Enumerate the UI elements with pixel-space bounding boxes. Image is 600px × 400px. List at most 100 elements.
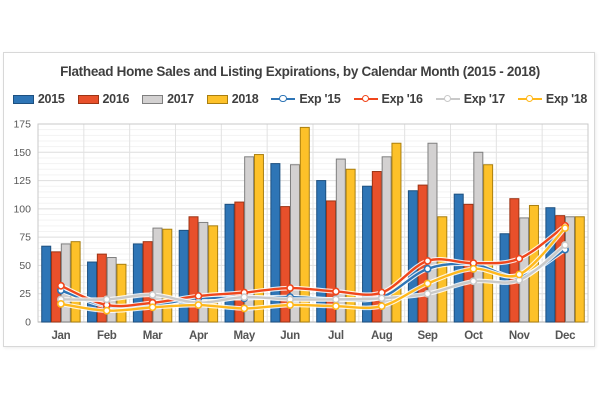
bar-2017-jul bbox=[335, 158, 346, 323]
legend-bar-swatch bbox=[206, 94, 228, 104]
legend-item-exp-16: Exp '16 bbox=[353, 92, 423, 106]
y-tick-label: 25 bbox=[19, 288, 31, 300]
legend-label: Exp '17 bbox=[463, 92, 505, 106]
y-tick-label: 0 bbox=[25, 317, 31, 329]
legend-label: Exp '15 bbox=[299, 92, 341, 106]
y-tick-label: 150 bbox=[13, 147, 31, 159]
legend-line-swatch bbox=[517, 94, 542, 104]
legend-marker-dot bbox=[279, 94, 287, 102]
legend-label: 2017 bbox=[167, 92, 194, 106]
bar-2018-sep bbox=[437, 216, 448, 323]
marker-exp-18-sep bbox=[423, 279, 432, 288]
marker-exp-18-dec bbox=[561, 224, 569, 232]
bar-2018-may bbox=[253, 154, 264, 323]
bar-2018-apr bbox=[208, 225, 219, 323]
x-axis-label: Mar bbox=[143, 330, 163, 342]
bar-2015-may bbox=[224, 203, 235, 323]
y-tick-label: 75 bbox=[19, 232, 31, 244]
bar-2015-jul bbox=[316, 180, 327, 323]
x-axis-label: Feb bbox=[97, 330, 117, 342]
legend-item-exp-17: Exp '17 bbox=[435, 92, 505, 106]
bar-2017-oct bbox=[473, 151, 484, 323]
marker-exp-16-jun bbox=[286, 284, 294, 292]
bar-2017-mar bbox=[152, 227, 163, 323]
bar-2018-aug bbox=[391, 142, 402, 323]
x-axis-label: Jun bbox=[280, 330, 300, 342]
bar-2017-feb bbox=[106, 257, 117, 323]
legend-label: 2016 bbox=[102, 92, 130, 106]
bar-2017-sep bbox=[427, 142, 438, 323]
legend-item-2017: 2017 bbox=[142, 92, 194, 106]
marker-exp-18-jul bbox=[332, 302, 340, 311]
marker-exp-17-dec bbox=[561, 241, 569, 249]
marker-exp-16-apr bbox=[194, 292, 203, 300]
legend-item-2018: 2018 bbox=[206, 92, 259, 106]
marker-exp-18-aug bbox=[377, 302, 386, 311]
marker-exp-17-jul bbox=[332, 295, 340, 304]
legend-marker-dot bbox=[361, 94, 370, 102]
legend-label: Exp '16 bbox=[381, 92, 423, 106]
chart-title: Flathead Home Sales and Listing Expirati… bbox=[60, 64, 540, 79]
x-axis-label: Apr bbox=[189, 330, 209, 342]
marker-exp-18-feb bbox=[102, 306, 111, 315]
legend-item-exp-18: Exp '18 bbox=[517, 92, 587, 106]
bar-2015-sep bbox=[407, 190, 418, 323]
marker-exp-17-sep bbox=[423, 289, 432, 298]
bar-2018-jan bbox=[70, 241, 81, 323]
x-axis-label: Jan bbox=[51, 330, 70, 342]
x-axis-label: Jul bbox=[328, 330, 344, 342]
marker-exp-15-sep bbox=[423, 264, 432, 273]
legend-marker-dot bbox=[443, 94, 452, 102]
x-axis-label: Sep bbox=[417, 330, 437, 342]
bar-2018-jun bbox=[299, 126, 310, 323]
marker-exp-18-may bbox=[240, 304, 249, 313]
x-axis-label: May bbox=[234, 330, 256, 342]
bar-2015-apr bbox=[178, 229, 189, 323]
marker-exp-17-mar bbox=[148, 290, 157, 299]
y-tick-label: 175 bbox=[13, 119, 31, 131]
marker-exp-16-jan bbox=[57, 281, 65, 290]
legend-bar-swatch bbox=[77, 94, 99, 104]
marker-exp-17-oct bbox=[469, 277, 478, 286]
legend-item-2015: 2015 bbox=[12, 92, 65, 106]
marker-exp-16-sep bbox=[423, 257, 432, 265]
bar-2018-jul bbox=[345, 168, 356, 323]
marker-exp-17-may bbox=[240, 293, 249, 302]
marker-exp-16-jul bbox=[332, 287, 340, 296]
bar-2015-oct bbox=[453, 193, 464, 323]
legend-item-exp-15: Exp '15 bbox=[271, 92, 341, 106]
x-axis-label: Oct bbox=[464, 330, 483, 342]
bar-2017-dec bbox=[564, 216, 575, 323]
marker-exp-18-jan bbox=[57, 299, 65, 308]
legend-marker-dot bbox=[525, 94, 534, 102]
y-tick-label: 125 bbox=[13, 175, 31, 187]
bar-2016-apr bbox=[188, 216, 199, 323]
legend-item-2016: 2016 bbox=[77, 92, 130, 106]
bar-2016-jul bbox=[326, 200, 337, 323]
bar-2016-dec bbox=[555, 215, 566, 323]
marker-exp-18-jun bbox=[286, 301, 294, 309]
x-axis-label: Nov bbox=[509, 330, 531, 342]
legend-bar-swatch bbox=[142, 94, 164, 104]
bar-2016-may bbox=[234, 201, 245, 323]
bar-2015-mar bbox=[132, 243, 143, 323]
legend-label: 2018 bbox=[231, 92, 259, 106]
bar-2015-aug bbox=[362, 185, 373, 323]
bar-2017-jun bbox=[289, 164, 300, 323]
bar-2016-sep bbox=[417, 184, 428, 323]
marker-exp-18-nov bbox=[515, 270, 524, 279]
marker-exp-17-feb bbox=[102, 295, 111, 304]
legend-bar-swatch bbox=[12, 94, 34, 104]
bar-2018-feb bbox=[116, 263, 127, 323]
marker-exp-18-apr bbox=[194, 301, 203, 309]
bar-2018-mar bbox=[162, 228, 173, 323]
bar-2018-dec bbox=[574, 216, 585, 323]
legend-line-swatch bbox=[271, 94, 296, 104]
x-axis-label: Dec bbox=[555, 330, 576, 342]
bar-2016-mar bbox=[142, 241, 153, 323]
bar-2015-feb bbox=[87, 261, 98, 323]
bar-2017-may bbox=[244, 156, 255, 323]
x-axis-label: Aug bbox=[371, 330, 393, 342]
